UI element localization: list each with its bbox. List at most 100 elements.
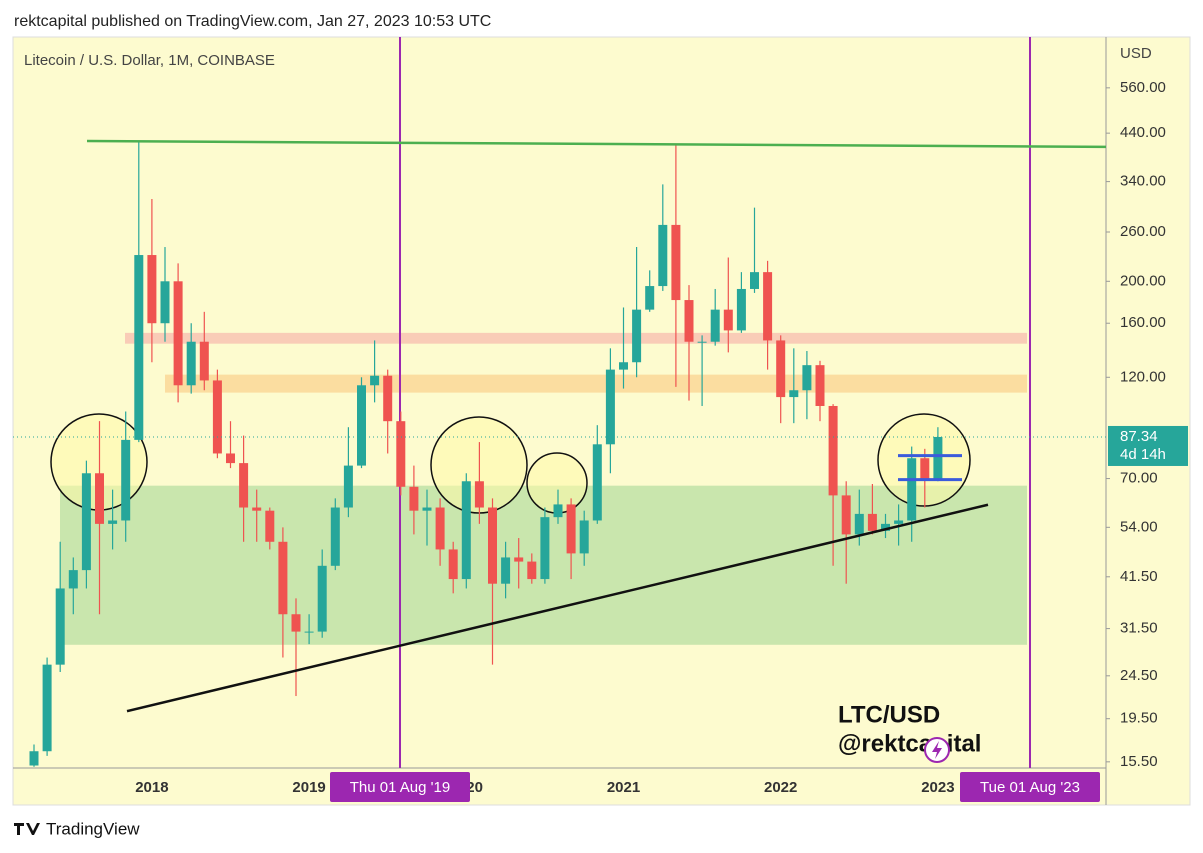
candle-body (55, 588, 65, 665)
candle-body (252, 507, 262, 511)
candle-body (933, 436, 943, 479)
candle-body (763, 272, 773, 341)
annotation: @rektcapital (838, 730, 981, 757)
y-tick-label: 15.50 (1120, 753, 1158, 770)
candle-body (828, 405, 838, 496)
candle-body (357, 385, 366, 466)
candle-body (317, 565, 327, 632)
x-tick-label: 2022 (764, 779, 797, 796)
candle-body (684, 300, 694, 342)
y-tick-label: 54.00 (1120, 518, 1158, 535)
candle-body (736, 288, 746, 331)
event-badge (330, 772, 470, 802)
y-tick-label: 340.00 (1120, 173, 1166, 190)
y-tick-label: 200.00 (1120, 272, 1166, 289)
candle-body (435, 507, 445, 550)
symbol-title: Litecoin / U.S. Dollar, 1M, COINBASE (24, 52, 275, 69)
candle-body (566, 504, 576, 554)
candle-body (750, 272, 759, 289)
candle-body (186, 341, 196, 386)
y-tick-label: 560.00 (1120, 79, 1166, 96)
candle-body (396, 421, 406, 487)
candle-body (841, 495, 851, 535)
candle-body (527, 561, 537, 580)
y-tick-label: 19.50 (1120, 710, 1158, 727)
candle-body (619, 362, 628, 370)
candle-body (343, 465, 353, 508)
event-label: Thu 01 Aug '19 (350, 779, 450, 796)
candle-body (160, 281, 170, 324)
price-label: 87.34 (1120, 428, 1158, 445)
drawn-line (126, 503, 989, 713)
logo (14, 823, 40, 835)
candle-body (907, 458, 917, 521)
candle-body (776, 340, 786, 398)
zone (165, 374, 1027, 393)
candle-body (789, 390, 799, 398)
x-tick-label: 2023 (921, 779, 954, 796)
zone (125, 332, 1027, 344)
x-tick-label: 2019 (292, 779, 325, 796)
candle-body (461, 481, 471, 580)
candle-body (488, 507, 497, 584)
candle-body (68, 570, 78, 589)
candle-body (212, 380, 222, 454)
candle-body (304, 631, 314, 633)
candle-body (42, 664, 52, 752)
y-tick-label: 260.00 (1120, 223, 1166, 240)
candle-body (422, 507, 432, 511)
candle-body (710, 309, 720, 342)
candle-body (605, 369, 615, 445)
candle-body (474, 481, 484, 508)
candle-body (579, 520, 589, 554)
candle-body (95, 473, 104, 524)
boost-bolt (932, 741, 942, 759)
y-tick-label: 160.00 (1120, 314, 1166, 331)
candle-body (291, 614, 301, 632)
candle-body (671, 224, 681, 301)
candle-body (265, 510, 275, 542)
candle-body (226, 453, 235, 464)
candle-body (553, 504, 563, 518)
y-tick-label: 70.00 (1120, 470, 1158, 487)
y-tick-label: 31.50 (1120, 620, 1158, 637)
candle-body (658, 224, 668, 287)
countdown: 4d 14h (1120, 446, 1166, 463)
candle-body (239, 463, 249, 508)
candle-body (540, 517, 550, 580)
event-badge (960, 772, 1100, 802)
candle-body (29, 751, 39, 766)
drawn-line (86, 139, 1107, 149)
candle-body (697, 341, 707, 343)
footer: TradingView (46, 819, 140, 838)
y-tick-label: 41.50 (1120, 568, 1158, 585)
candle-body (920, 458, 930, 479)
candle-body (330, 507, 340, 566)
y-tick-label: 440.00 (1120, 124, 1166, 141)
candle-body (854, 513, 864, 535)
candle-body (881, 523, 890, 531)
candle-body (278, 541, 288, 615)
highlight-circle (526, 452, 588, 514)
candle-body (108, 520, 118, 524)
price-label-box (1108, 425, 1188, 466)
annotation: LTC/USD (838, 701, 940, 728)
candle-body (409, 486, 419, 511)
candle-body (121, 439, 131, 521)
candle-body (592, 444, 602, 521)
candle-body (632, 309, 642, 363)
candle-body (867, 513, 877, 531)
candle-body (134, 255, 144, 440)
candle-body (802, 365, 812, 391)
chart-panel (12, 36, 1191, 806)
candle-body (173, 281, 183, 386)
y-tick-label: 120.00 (1120, 368, 1166, 385)
candle-body (894, 520, 904, 524)
candle-body (199, 341, 209, 381)
candle-body (514, 557, 524, 562)
y-tick-label: 24.50 (1120, 667, 1158, 684)
candle-body (448, 549, 458, 580)
candle-body (501, 557, 511, 584)
x-tick-label: 2018 (135, 779, 168, 796)
